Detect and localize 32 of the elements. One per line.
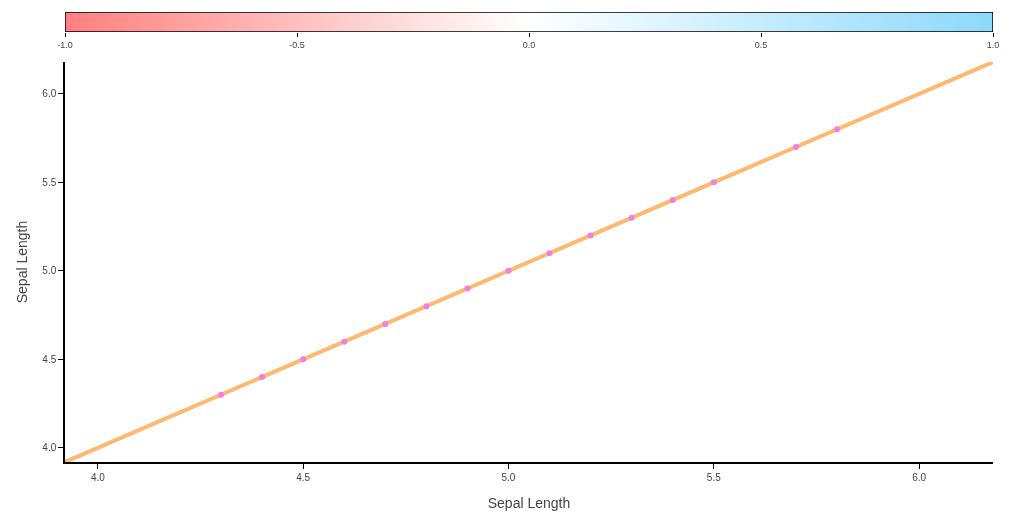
y-tick-label: 4.0 xyxy=(42,442,57,454)
point xyxy=(464,285,471,292)
color-bar-label: -1.0 xyxy=(57,39,73,50)
y-tick-label: 4.5 xyxy=(42,353,57,365)
point xyxy=(587,232,594,239)
point xyxy=(300,356,307,363)
color-bar-label: 1.0 xyxy=(986,39,1000,50)
point xyxy=(423,303,430,310)
x-tick-label: 6.0 xyxy=(912,471,927,483)
point xyxy=(505,267,512,274)
y-tick-label: 6.0 xyxy=(42,88,57,100)
point xyxy=(833,126,840,133)
y-tick-label: 5.5 xyxy=(42,176,57,188)
y-tick-label: 5.0 xyxy=(42,265,57,277)
point xyxy=(382,320,389,327)
point xyxy=(546,250,553,257)
point xyxy=(341,338,348,345)
color-bar-label: 0.0 xyxy=(522,39,536,50)
x-axis-title: Sepal Length xyxy=(487,495,571,511)
point xyxy=(669,197,676,204)
x-tick-label: 4.5 xyxy=(296,471,311,483)
point xyxy=(218,391,225,398)
point xyxy=(259,374,266,381)
x-tick-label: 4.0 xyxy=(90,471,106,483)
color-bar-label: 0.5 xyxy=(754,39,768,50)
x-tick-label: 5.0 xyxy=(501,471,516,483)
color-bar-label: -0.5 xyxy=(289,39,305,50)
x-tick-label: 5.5 xyxy=(706,471,722,483)
point xyxy=(628,214,635,221)
point xyxy=(710,179,717,186)
point xyxy=(792,143,799,150)
y-axis-title: Sepal Length xyxy=(13,220,30,304)
